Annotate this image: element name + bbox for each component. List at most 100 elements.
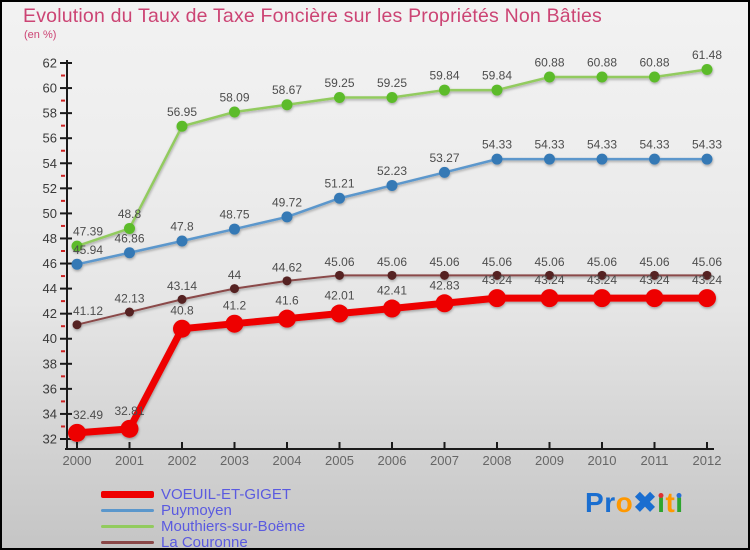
legend-swatch: [101, 540, 154, 544]
data-point: [645, 289, 664, 308]
year-label: 2007: [430, 453, 459, 468]
data-label: 60.88: [587, 56, 617, 70]
logo-letter-dot: [658, 493, 664, 498]
data-label: 61.48: [692, 48, 722, 62]
year-label: 2005: [325, 453, 354, 468]
svg-text:56: 56: [43, 131, 57, 146]
data-label: 60.88: [534, 56, 564, 70]
data-label: 44.62: [272, 260, 302, 274]
chart-legend: VOEUIL-ET-GIGET Puymoyen Mouthiers-sur-Boë…: [101, 486, 305, 548]
data-point: [124, 247, 135, 259]
data-label: 41.6: [275, 294, 299, 308]
data-point: [173, 319, 191, 338]
year-label: 2012: [693, 453, 722, 468]
svg-text:52: 52: [43, 181, 57, 196]
logo-letter: t: [665, 487, 676, 518]
data-label: 54.33: [587, 138, 617, 152]
data-label: 43.14: [167, 279, 197, 293]
svg-text:48: 48: [43, 231, 57, 246]
year-label: 2003: [220, 453, 249, 468]
data-label: 32.81: [114, 404, 144, 418]
data-label: 59.25: [324, 76, 354, 90]
data-label: 45.06: [324, 255, 354, 269]
data-point: [230, 284, 239, 294]
data-point: [701, 64, 713, 76]
data-label: 58.67: [272, 83, 302, 97]
data-point: [544, 153, 555, 165]
data-point: [649, 71, 660, 83]
svg-text:46: 46: [43, 256, 57, 271]
logo-letter: r: [604, 487, 616, 518]
svg-text:58: 58: [43, 106, 57, 121]
data-point: [71, 258, 83, 270]
series-La Couronne: [72, 270, 712, 330]
logo-letter: ✖: [633, 487, 658, 518]
data-point: [698, 289, 716, 308]
data-point: [491, 84, 503, 96]
data-label: 43.24: [639, 273, 669, 287]
data-label: 45.06: [534, 255, 564, 269]
chart-subtitle: (en %): [24, 29, 57, 41]
data-point: [435, 294, 454, 313]
data-point: [386, 179, 398, 191]
series-Puymoyen: [71, 153, 713, 270]
data-label: 45.06: [639, 255, 669, 269]
data-label: 43.24: [482, 273, 512, 287]
data-point: [120, 419, 139, 438]
data-point: [176, 235, 188, 247]
data-point: [71, 240, 83, 252]
data-point: [387, 270, 397, 280]
data-label: 59.84: [429, 69, 459, 83]
legend-item: La Couronne: [101, 534, 305, 548]
data-point: [597, 270, 607, 280]
data-labels: 32.49 32.81 40.8 41.2 41.6 42.01 42.41 42.83 43.…: [73, 48, 722, 422]
svg-text:62: 62: [43, 56, 57, 71]
data-label: 59.25: [377, 76, 407, 90]
series-VOEUIL-ET-GIGET: [68, 289, 716, 442]
data-label: 42.83: [429, 278, 459, 292]
data-point: [596, 153, 608, 165]
data-label: 45.94: [73, 243, 103, 257]
data-point: [439, 84, 450, 96]
legend-item: VOEUIL-ET-GIGET: [101, 486, 305, 502]
logo-letter: o: [615, 487, 634, 518]
data-label: 45.06: [692, 255, 722, 269]
data-label: 56.95: [167, 105, 197, 119]
data-point: [650, 270, 659, 280]
data-point: [596, 71, 608, 83]
data-label: 44: [228, 268, 242, 282]
svg-text:38: 38: [43, 356, 57, 371]
data-point: [649, 153, 660, 165]
axes: 32 34 36 38 40 42 44 46 48 50 52 54 56 58 60 62 2000 2001…: [43, 56, 722, 469]
data-point: [383, 299, 401, 318]
data-point: [334, 192, 345, 204]
data-label: 48.75: [219, 208, 249, 222]
data-label: 54.33: [482, 138, 512, 152]
logo-letter: ı: [675, 487, 684, 518]
year-label: 2010: [588, 453, 617, 468]
data-label: 48.8: [118, 207, 142, 221]
year-label: 2004: [273, 453, 302, 468]
legend-label: VOEUIL-ET-GIGET: [161, 485, 292, 503]
year-label: 2008: [483, 453, 512, 468]
year-label: 2000: [63, 453, 92, 468]
legend-swatch: [101, 524, 154, 528]
data-point: [544, 71, 555, 83]
data-point: [177, 294, 187, 304]
proxiti-logo: Pro✖ı tı: [585, 486, 684, 519]
data-label: 42.41: [377, 284, 407, 298]
data-label: 45.06: [377, 255, 407, 269]
svg-text:54: 54: [43, 156, 57, 171]
data-label: 54.33: [692, 138, 722, 152]
logo-letter: P: [585, 487, 605, 518]
data-label: 58.09: [219, 91, 249, 105]
data-label: 41.2: [223, 299, 247, 313]
data-label: 42.01: [324, 289, 354, 303]
data-point: [281, 99, 293, 111]
data-point: [491, 153, 503, 165]
data-point: [701, 153, 713, 165]
data-label: 45.06: [587, 255, 617, 269]
data-point: [68, 423, 86, 442]
